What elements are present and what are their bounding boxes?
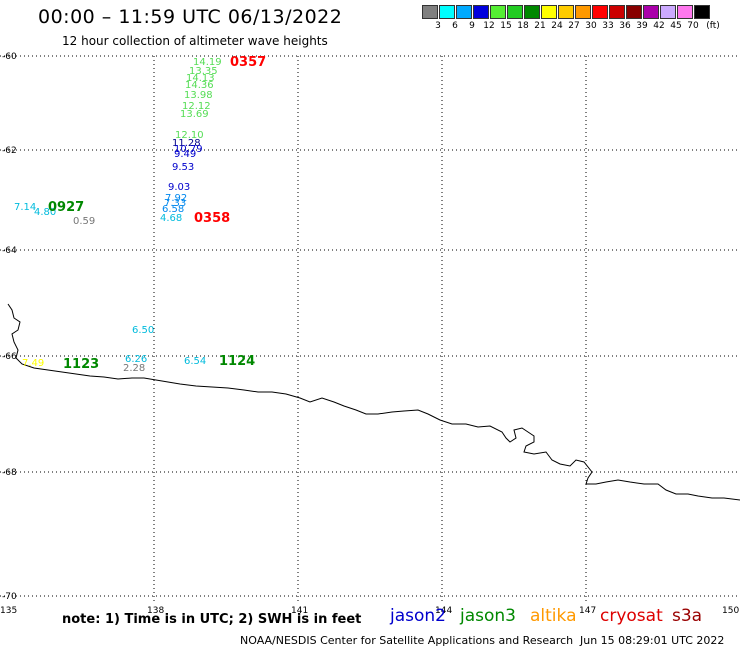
legend-swatch [643, 5, 659, 19]
swh-value: 9.49 [174, 149, 196, 160]
legend-swatches [422, 5, 711, 19]
swh-value: 4.68 [160, 213, 182, 224]
legend-swatch [558, 5, 574, 19]
satellite-jason3: jason3 [460, 606, 516, 626]
lat-label: -64 [2, 246, 17, 256]
legend-label: 42 [653, 21, 665, 31]
swh-value: 6.26 [125, 354, 147, 365]
swh-value: 9.53 [172, 162, 194, 173]
credit-text: NOAA/NESDIS Center for Satellite Applica… [240, 634, 574, 647]
swh-value: 13.35 [189, 66, 218, 77]
legend-swatch [439, 5, 455, 19]
lat-label: -60 [2, 52, 17, 62]
satellite-cryosat: cryosat [600, 606, 663, 626]
legend-label: 39 [636, 21, 648, 31]
satellite-altika: altika [530, 606, 577, 626]
legend-label: 6 [452, 21, 458, 31]
timestamp-text: Jun 15 08:29:01 UTC 2022 [580, 634, 725, 647]
legend-label: 18 [517, 21, 529, 31]
legend-label: 33 [602, 21, 614, 31]
legend-label: 45 [670, 21, 682, 31]
legend-swatch [507, 5, 523, 19]
legend-swatch [490, 5, 506, 19]
legend-label: 30 [585, 21, 597, 31]
legend-labels: 3 6 9 12 15 18 21 24 27 30 33 36 39 42 45 70 (ft) [422, 19, 720, 31]
swh-value: 7.92 [165, 193, 187, 204]
pass-time: 0357 [230, 55, 266, 70]
legend-swatch [592, 5, 608, 19]
swh-value: 6.50 [132, 325, 154, 336]
lat-label: -62 [2, 146, 17, 156]
legend-label: 24 [551, 21, 563, 31]
swh-value: 14.13 [186, 73, 215, 84]
legend-swatch [694, 5, 710, 19]
swh-value: 7.49 [22, 358, 44, 369]
swh-value: 14.36 [185, 80, 214, 91]
note-text: note: 1) Time is in UTC; 2) SWH is in fe… [62, 612, 362, 627]
color-legend: 3 6 9 12 15 18 21 24 27 30 33 36 39 42 45 70 (ft) [422, 5, 720, 31]
swh-value: 12.10 [175, 130, 204, 141]
legend-swatch [473, 5, 489, 19]
swh-value: 10.79 [174, 144, 203, 155]
lon-label: 141 [291, 606, 308, 616]
swh-value: 13.98 [184, 90, 213, 101]
swh-value: 0.59 [73, 216, 95, 227]
map-subtitle: 12 hour collection of altimeter wave hei… [62, 34, 328, 48]
pass-time: 1124 [219, 354, 255, 369]
swh-value: 14.19 [193, 57, 222, 68]
swh-value: 13.69 [180, 109, 209, 120]
lon-label: 135 [0, 606, 17, 616]
legend-swatch [422, 5, 438, 19]
swh-value: 11.28 [172, 138, 201, 149]
legend-swatch [626, 5, 642, 19]
legend-swatch [677, 5, 693, 19]
swh-value: 6.58 [162, 204, 184, 215]
legend-swatch [609, 5, 625, 19]
legend-label: 27 [568, 21, 580, 31]
lat-label: -68 [2, 468, 17, 478]
legend-label: 15 [500, 21, 512, 31]
map-title: 00:00 – 11:59 UTC 06/13/2022 [38, 6, 343, 28]
lat-label: -66 [2, 352, 17, 362]
grid-lines: -60 -62 -64 -66 -68 -70 135 138 141 144 147 150 [0, 52, 740, 616]
legend-label: 3 [435, 21, 441, 31]
legend-swatch [575, 5, 591, 19]
coastline [7, 303, 740, 501]
lat-label: -70 [2, 592, 17, 602]
swh-value: 2.28 [123, 363, 145, 374]
lon-label: 144 [435, 606, 452, 616]
legend-label: 21 [534, 21, 546, 31]
pass-time: 0358 [194, 211, 230, 226]
legend-swatch [660, 5, 676, 19]
swh-value: 6.54 [184, 356, 206, 367]
lon-label: 147 [579, 606, 596, 616]
swh-value: 4.80 [34, 207, 56, 218]
legend-label: (ft) [706, 21, 720, 31]
swh-value: 7.14 [14, 202, 36, 213]
legend-label: 12 [483, 21, 495, 31]
legend-label: 36 [619, 21, 631, 31]
swh-value: 9.03 [168, 182, 190, 193]
legend-swatch [541, 5, 557, 19]
legend-swatch [456, 5, 472, 19]
satellite-jason2: jason2 [390, 606, 446, 626]
legend-label: 9 [469, 21, 475, 31]
legend-swatch [524, 5, 540, 19]
legend-label: 70 [687, 21, 699, 31]
lon-label: 150 [722, 606, 739, 616]
pass-time: 1123 [63, 357, 99, 372]
satellite-s3a: s3a [672, 606, 703, 626]
lon-label: 138 [147, 606, 164, 616]
swh-value: 7.33 [164, 198, 186, 209]
pass-time: 0927 [48, 200, 84, 215]
swh-value: 12.12 [182, 101, 211, 112]
